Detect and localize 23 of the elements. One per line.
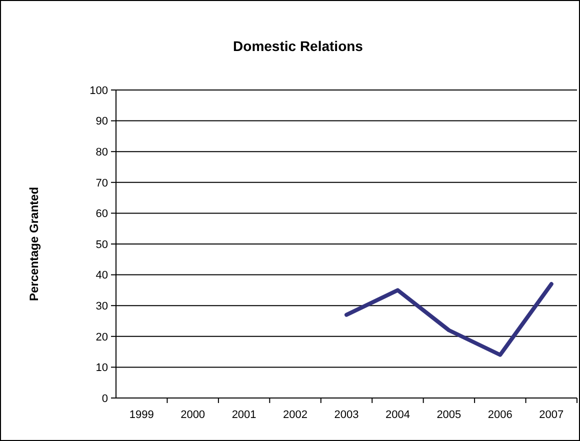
line-series	[344, 282, 554, 357]
y-tick-label: 10	[96, 362, 108, 374]
y-tick-label: 40	[96, 270, 108, 282]
y-tick-label: 0	[102, 392, 108, 405]
chart-title: Domestic Relations	[233, 38, 364, 54]
x-tick-label: 2005	[436, 409, 462, 421]
x-tick-label: 2001	[232, 409, 256, 421]
y-axis-title: Percentage Granted	[27, 186, 41, 302]
y-tick-label: 30	[96, 300, 108, 312]
y-tick-label: 70	[96, 177, 108, 190]
x-tick-label: 1999	[129, 409, 154, 421]
x-tick-label: 2006	[488, 409, 512, 421]
y-tick-label: 60	[96, 208, 108, 220]
x-tick-label: 2007	[539, 409, 564, 421]
x-tick-label: 2000	[180, 409, 206, 421]
y-tick-label: 100	[90, 84, 108, 97]
y-tick-label: 50	[96, 238, 108, 251]
x-tick-label: 2003	[334, 409, 359, 421]
x-tick-label: 2004	[385, 409, 410, 421]
y-tick-label: 80	[96, 146, 108, 158]
x-tick-label: 2002	[283, 409, 308, 421]
y-tick-label: 90	[96, 116, 108, 128]
y-tick-label: 20	[96, 331, 108, 344]
